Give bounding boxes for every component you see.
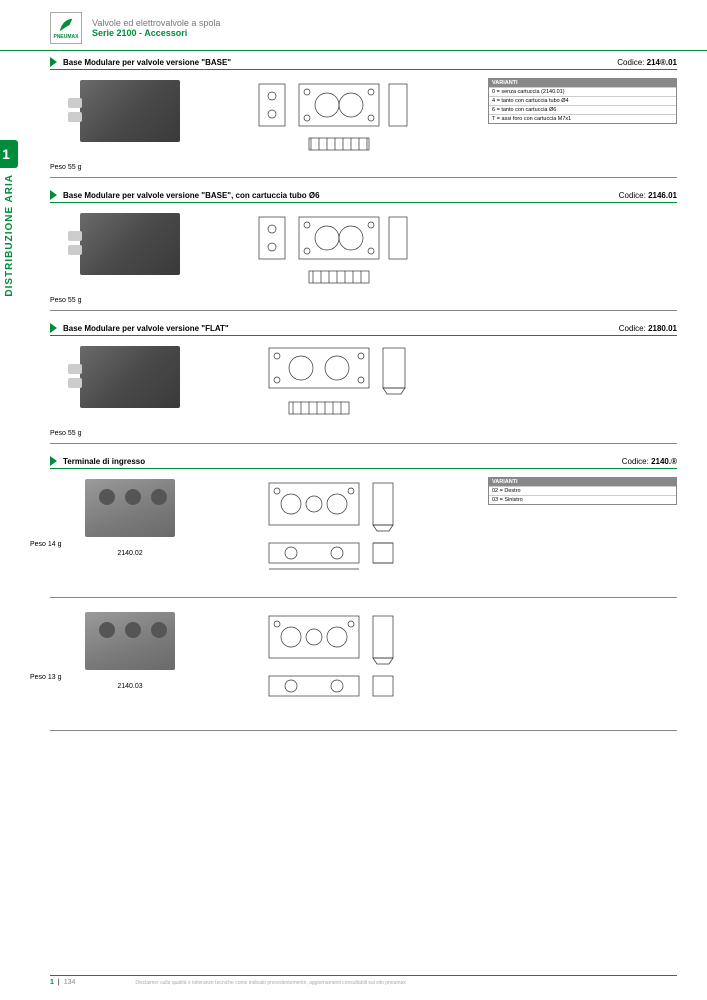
section-base: Base Modulare per valvole versione "BASE… [50,57,677,178]
footer-page-num: 134 [64,979,76,986]
technical-drawing [249,209,449,289]
technical-drawing [249,342,449,422]
page-footer: 1 | 134 Disclaimer sulla qualità e tolle… [50,975,677,986]
variant-box: VARIANTI 0 = senza cartuccia (2140.01) 4… [488,78,677,124]
section-code: Codice: 2140.® [622,457,677,466]
section-title: Base Modulare per valvole versione "BASE… [63,191,619,200]
product-photo [80,80,180,142]
technical-drawing [249,608,449,718]
weight-label: Peso 55 g [50,297,677,304]
technical-drawing [249,475,449,585]
section-code: Codice: 214®.01 [617,58,677,67]
section-code: Codice: 2146.01 [619,191,677,200]
weight-label: Peso 55 g [50,164,677,171]
content: Base Modulare per valvole versione "BASE… [0,51,707,731]
chapter-number: 1 [0,140,18,168]
header-subtitle: Serie 2100 - Accessori [92,28,220,38]
side-tab: 1 DISTRIBUZIONE ARIA [0,140,18,300]
triangle-icon [50,323,57,333]
section-base-d6: Base Modulare per valvole versione "BASE… [50,190,677,311]
section-title: Terminale di ingresso [63,457,622,466]
section-code: Codice: 2180.01 [619,324,677,333]
weight-label: Peso 13 g [30,674,210,681]
product-photo [80,213,180,275]
footer-disclaimer: Disclaimer sulla qualità e tolleranze te… [135,980,405,986]
page-header: PNEUMAX Valvole ed elettrovalvole a spol… [0,0,707,51]
variant-box: VARIANTI 02 = Destro 03 = Sinistro [488,477,677,505]
header-title: Valvole ed elettrovalvole a spola [92,18,220,28]
weight-label: Peso 55 g [50,430,677,437]
section-flat: Base Modulare per valvole versione "FLAT… [50,323,677,444]
section-terminal: Terminale di ingresso Codice: 2140.® Pes… [50,456,677,731]
weight-label: Peso 14 g [30,541,210,548]
product-photo [80,346,180,408]
subcode-label: 2140.02 [50,550,210,557]
technical-drawing [249,76,449,156]
triangle-icon [50,57,57,67]
brand-logo: PNEUMAX [50,12,82,44]
section-title: Base Modulare per valvole versione "FLAT… [63,324,619,333]
product-photo [85,612,175,670]
section-title: Base Modulare per valvole versione "BASE… [63,58,617,67]
triangle-icon [50,190,57,200]
product-photo [85,479,175,537]
triangle-icon [50,456,57,466]
footer-chapter: 1 [50,979,54,986]
side-label: DISTRIBUZIONE ARIA [4,174,15,297]
subcode-label: 2140.03 [50,683,210,690]
